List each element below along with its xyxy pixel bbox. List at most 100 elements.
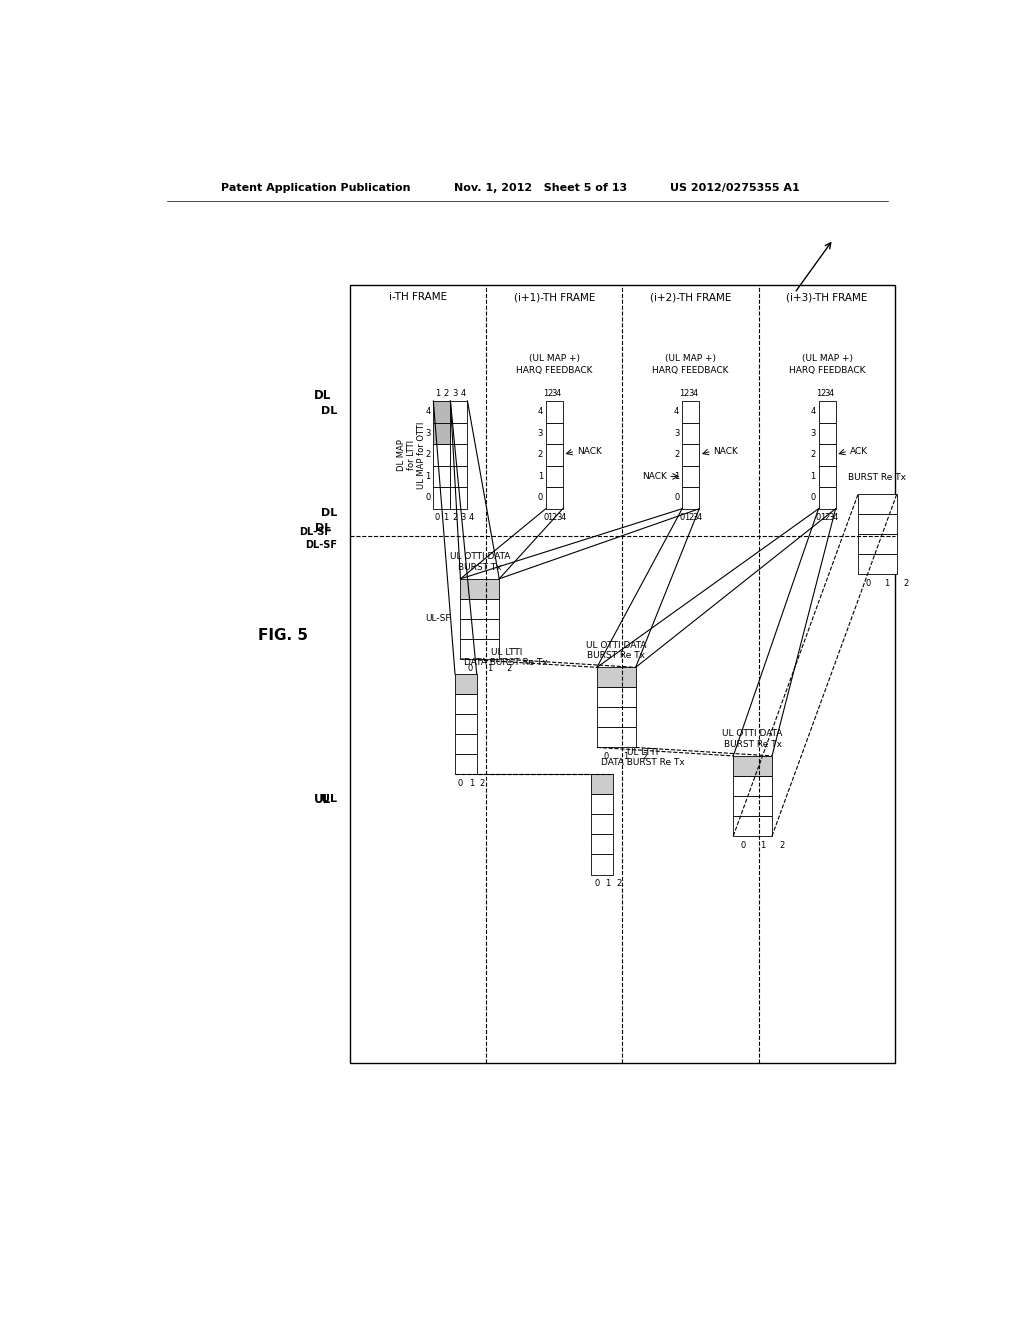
Text: (i+1)-TH FRAME: (i+1)-TH FRAME (514, 292, 595, 302)
Text: BURST Re Tx: BURST Re Tx (849, 473, 906, 482)
Bar (858, 494, 897, 515)
Bar (433, 422, 451, 444)
Bar (597, 727, 636, 747)
Text: 1: 1 (435, 389, 440, 397)
Text: 0: 0 (594, 879, 599, 888)
Bar (455, 755, 477, 775)
Bar (858, 554, 897, 574)
Bar (733, 756, 772, 776)
Text: 1: 1 (605, 879, 610, 888)
Bar (461, 579, 500, 599)
Text: 2: 2 (452, 513, 458, 523)
Text: UL MAP for OTTI: UL MAP for OTTI (417, 421, 426, 488)
Text: DL: DL (321, 405, 337, 416)
Text: 2: 2 (643, 752, 648, 762)
Text: 1: 1 (885, 579, 890, 587)
Text: HARQ FEEDBACK: HARQ FEEDBACK (652, 367, 729, 375)
Text: 0: 0 (865, 579, 870, 587)
Text: 3: 3 (461, 513, 466, 523)
Text: 3: 3 (688, 389, 693, 397)
Text: 3: 3 (810, 429, 816, 438)
Text: 4: 4 (556, 389, 561, 397)
Bar (682, 422, 699, 444)
Text: 3: 3 (452, 389, 458, 397)
Text: 2: 2 (904, 579, 909, 587)
Text: 2: 2 (548, 389, 553, 397)
Text: 0: 0 (435, 513, 440, 523)
Text: 3: 3 (556, 513, 561, 523)
Text: 4: 4 (560, 513, 565, 523)
Text: DL: DL (313, 388, 331, 401)
Text: 3: 3 (425, 429, 431, 438)
Text: 0: 0 (674, 494, 679, 503)
Text: 3: 3 (828, 513, 834, 523)
Text: 3: 3 (692, 513, 697, 523)
Bar (451, 401, 467, 422)
Bar (818, 444, 836, 466)
Text: 1: 1 (548, 513, 553, 523)
Text: 4: 4 (461, 389, 466, 397)
Text: 0: 0 (468, 664, 473, 673)
Bar (433, 401, 451, 422)
Text: 2: 2 (616, 879, 622, 888)
Text: UL OTTI DATA
BURST Tx: UL OTTI DATA BURST Tx (450, 552, 510, 572)
Text: 0: 0 (816, 513, 821, 523)
Text: UL: UL (322, 795, 337, 804)
Text: 1: 1 (816, 389, 821, 397)
Bar (451, 444, 467, 466)
Text: i-TH FRAME: i-TH FRAME (389, 292, 446, 302)
Text: UL LTTI
DATA BURST Re Tx: UL LTTI DATA BURST Re Tx (601, 747, 684, 767)
Text: 2: 2 (820, 389, 825, 397)
Text: 4: 4 (469, 513, 474, 523)
Text: 0: 0 (740, 841, 745, 850)
Text: DL-SF: DL-SF (305, 540, 337, 550)
Bar (597, 708, 636, 727)
Text: Nov. 1, 2012   Sheet 5 of 13: Nov. 1, 2012 Sheet 5 of 13 (454, 182, 627, 193)
Text: 2: 2 (538, 450, 543, 459)
Text: 1: 1 (820, 513, 825, 523)
Text: 1: 1 (487, 664, 493, 673)
Text: 2: 2 (425, 450, 430, 459)
Bar (818, 422, 836, 444)
Text: NACK: NACK (713, 446, 738, 455)
Text: 2: 2 (552, 513, 557, 523)
Text: US 2012/0275355 A1: US 2012/0275355 A1 (671, 182, 800, 193)
Bar (433, 444, 451, 466)
Text: 4: 4 (674, 408, 679, 416)
Text: 2: 2 (506, 664, 512, 673)
Text: 3: 3 (824, 389, 829, 397)
Text: 1: 1 (469, 779, 474, 788)
Bar (592, 775, 613, 795)
Bar (455, 714, 477, 734)
Text: HARQ FEEDBACK: HARQ FEEDBACK (516, 367, 593, 375)
Text: 3: 3 (552, 389, 557, 397)
Text: 4: 4 (538, 408, 543, 416)
Text: 4: 4 (425, 408, 430, 416)
Bar (461, 619, 500, 639)
Text: 0: 0 (543, 513, 548, 523)
Text: 1: 1 (684, 513, 689, 523)
Text: (i+2)-TH FRAME: (i+2)-TH FRAME (650, 292, 731, 302)
Bar (818, 466, 836, 487)
Text: (i+3)-TH FRAME: (i+3)-TH FRAME (786, 292, 867, 302)
Text: 2: 2 (479, 779, 484, 788)
Bar (818, 487, 836, 508)
Text: 2: 2 (674, 450, 679, 459)
Bar (592, 854, 613, 875)
Text: 0: 0 (425, 494, 430, 503)
Text: NACK: NACK (642, 473, 667, 480)
Text: UL-SF: UL-SF (426, 614, 452, 623)
Text: 0: 0 (538, 494, 543, 503)
Text: 0: 0 (680, 513, 685, 523)
Text: HARQ FEEDBACK: HARQ FEEDBACK (788, 367, 865, 375)
Text: 3: 3 (674, 429, 679, 438)
Bar (455, 694, 477, 714)
Text: 1: 1 (680, 389, 685, 397)
Text: 4: 4 (696, 513, 701, 523)
Bar (858, 535, 897, 554)
Text: 1: 1 (760, 841, 765, 850)
Bar (733, 816, 772, 836)
Bar (451, 422, 467, 444)
Text: 3: 3 (538, 429, 543, 438)
Text: UL: UL (314, 793, 331, 807)
